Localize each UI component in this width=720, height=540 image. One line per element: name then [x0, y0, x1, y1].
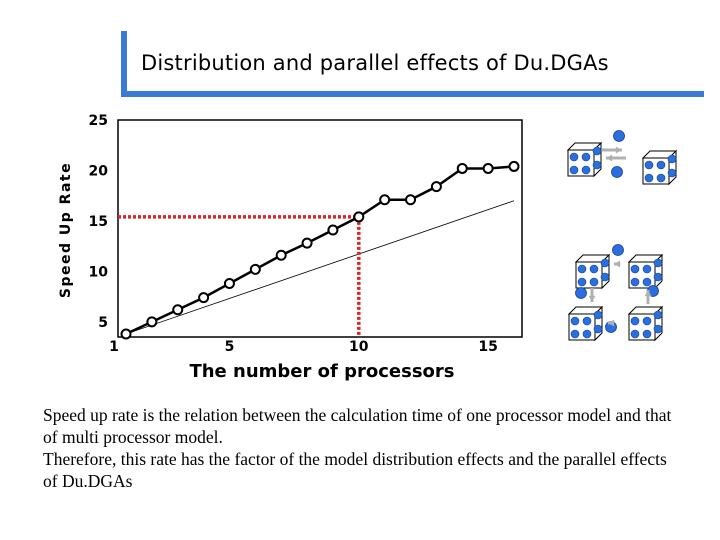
- series-line: [125, 165, 515, 336]
- y-tick-label: 10: [89, 264, 109, 280]
- page-title: Distribution and parallel effects of Du.…: [141, 51, 609, 75]
- cube-dot: [581, 152, 591, 162]
- migration-arrowhead: [588, 295, 596, 302]
- caption-line-1: Speed up rate is the relation between th…: [43, 405, 672, 447]
- cube-dot: [644, 173, 654, 183]
- data-point: [430, 181, 442, 193]
- data-point: [353, 211, 365, 223]
- cube-dot: [570, 329, 580, 339]
- cube-dot: [656, 173, 666, 183]
- migration-arrowhead: [615, 146, 622, 154]
- cube-dot: [593, 324, 603, 334]
- cube-dot: [642, 277, 652, 287]
- data-point: [327, 224, 339, 236]
- migration-arrowhead: [644, 290, 652, 297]
- migrant-dot: [575, 287, 587, 299]
- cube-dot: [582, 316, 592, 326]
- processor-cube: [566, 141, 603, 178]
- cube-dot: [569, 152, 579, 162]
- data-point: [275, 249, 287, 261]
- data-point: [379, 194, 391, 206]
- data-point: [482, 162, 494, 174]
- x-tick-label: 1: [109, 339, 119, 355]
- data-point: [456, 162, 468, 174]
- cube-dot: [577, 264, 587, 274]
- data-point: [120, 328, 132, 340]
- cube-dot: [577, 277, 587, 287]
- title-accent-bar: [121, 31, 127, 97]
- y-axis-label: Speed Up Rate: [58, 162, 74, 298]
- data-point: [223, 278, 235, 290]
- cube-dot: [653, 272, 663, 282]
- processor-cube: [627, 305, 664, 342]
- cube-dot: [642, 316, 652, 326]
- data-point: [198, 292, 210, 304]
- cube-dot: [653, 324, 663, 334]
- caption: Speed up rate is the relation between th…: [43, 404, 683, 492]
- x-tick-label: 5: [225, 339, 235, 355]
- data-point: [146, 316, 158, 328]
- data-point: [508, 160, 520, 172]
- cube-dot: [630, 329, 640, 339]
- migrant-dot: [612, 244, 624, 256]
- x-tick-label: 15: [478, 339, 497, 355]
- title-box: Distribution and parallel effects of Du.…: [121, 31, 704, 97]
- y-tick-label: 5: [98, 315, 108, 331]
- data-point: [172, 304, 184, 316]
- cube-dot: [653, 310, 663, 320]
- migration-arrowhead: [614, 260, 621, 268]
- cube-dot: [569, 165, 579, 175]
- cube-dot: [581, 165, 591, 175]
- processor-cube: [641, 149, 678, 186]
- x-axis-label: The number of processors: [189, 361, 454, 382]
- migration-arrowhead: [608, 319, 615, 327]
- migrant-dot: [613, 130, 625, 142]
- cube-dot: [642, 329, 652, 339]
- cube-dot: [667, 168, 677, 178]
- migrant-dot: [611, 166, 623, 178]
- cube-dot: [630, 277, 640, 287]
- cube-dot: [630, 264, 640, 274]
- processor-cube: [567, 305, 604, 342]
- cube-dot: [653, 258, 663, 268]
- cube-dot: [592, 146, 602, 156]
- y-tick-label: 20: [89, 163, 109, 179]
- processor-cube: [627, 253, 664, 290]
- cube-dot: [570, 316, 580, 326]
- data-point: [405, 194, 417, 206]
- reference-line: [125, 200, 515, 335]
- cube-dot: [642, 264, 652, 274]
- x-tick-label: 10: [349, 339, 369, 355]
- data-point: [301, 237, 313, 249]
- y-tick-label: 25: [89, 113, 108, 129]
- cube-dot: [589, 264, 599, 274]
- y-tick-label: 15: [89, 214, 108, 230]
- migration-arrowhead: [606, 154, 613, 162]
- processor-cube: [574, 253, 611, 290]
- cube-dot: [589, 277, 599, 287]
- cube-dot: [656, 160, 666, 170]
- title-underline: [121, 91, 704, 97]
- processor-cube-topology-icon: [566, 130, 678, 342]
- data-point: [249, 263, 261, 275]
- cube-dot: [600, 258, 610, 268]
- cube-dot: [630, 316, 640, 326]
- caption-line-2: Therefore, this rate has the factor of t…: [43, 449, 667, 491]
- cube-dot: [644, 160, 654, 170]
- plot-frame: [117, 119, 523, 338]
- cube-dot: [593, 310, 603, 320]
- cube-dot: [592, 160, 602, 170]
- cube-dot: [582, 329, 592, 339]
- cube-dot: [667, 154, 677, 164]
- cube-dot: [600, 272, 610, 282]
